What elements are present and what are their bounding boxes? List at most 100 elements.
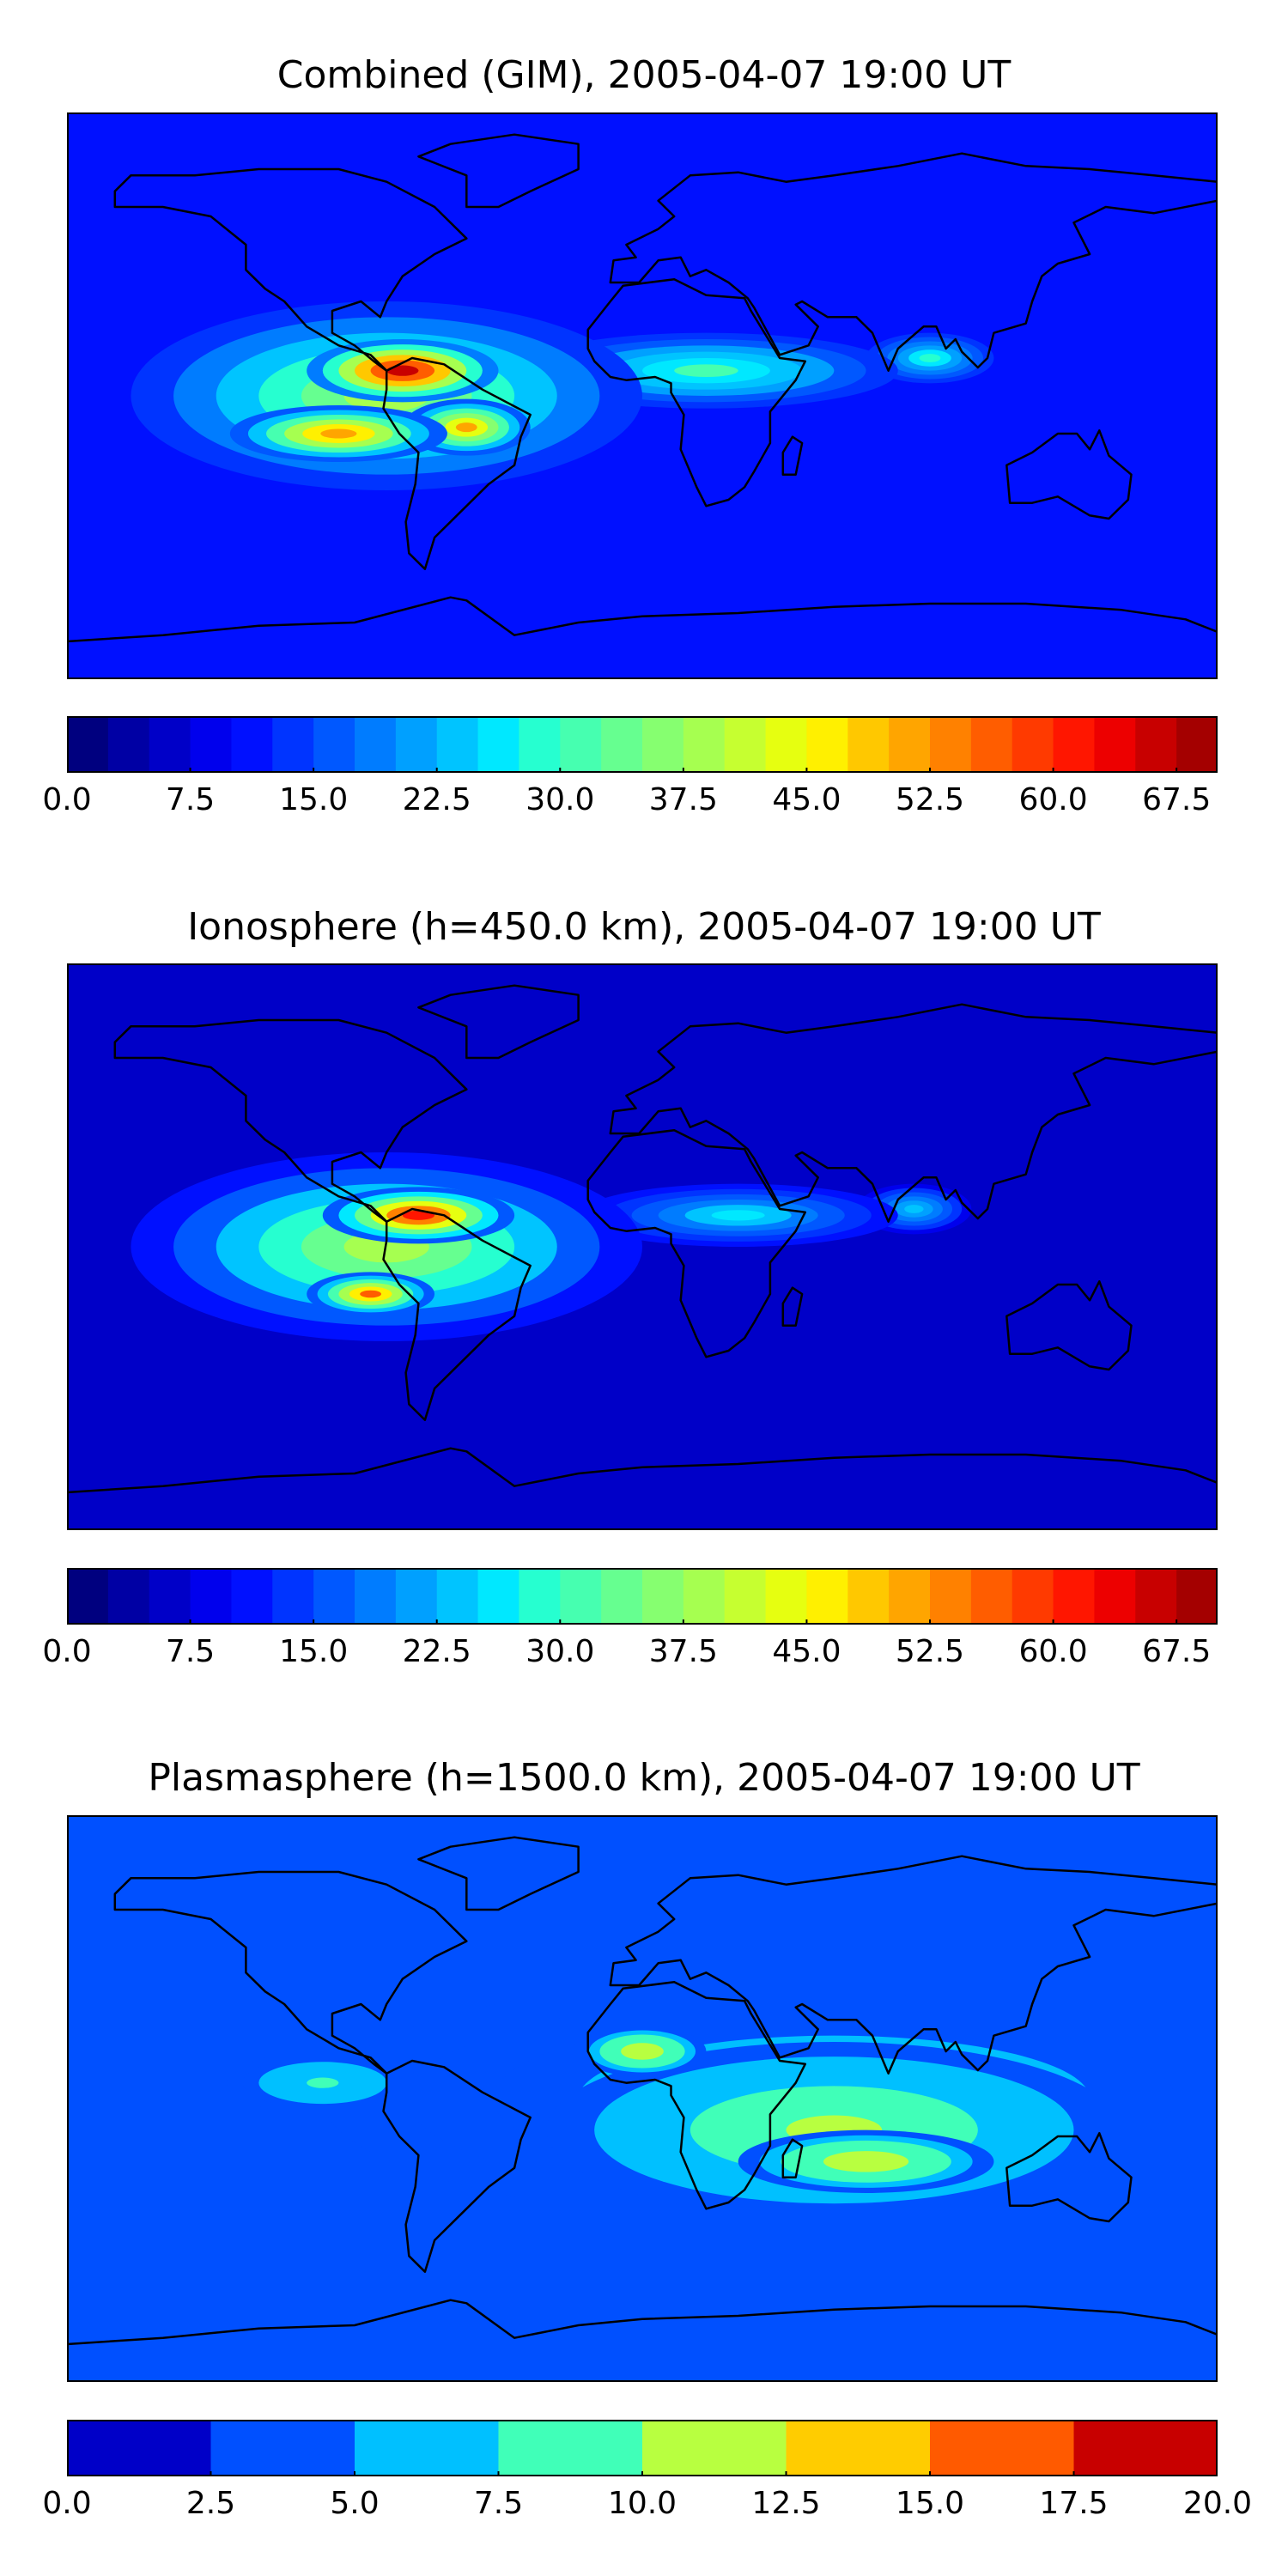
coastline-australia [1005, 429, 1133, 520]
colorbar-border [67, 1568, 1218, 1625]
colorbar-level-swatch [930, 2420, 1075, 2476]
colorbar-level-swatch [272, 1568, 314, 1625]
contour-region [631, 2047, 653, 2056]
colorbar-level-swatch [1053, 1568, 1096, 1625]
colorbar-tick-label: 20.0 [1182, 2486, 1253, 2521]
colorbar-level-swatch [149, 1568, 191, 1625]
contour-region [360, 1290, 382, 1298]
colorbar-level-swatch [786, 2420, 931, 2476]
coastline-greenland [417, 1836, 580, 1911]
colorbar-combined [67, 716, 1218, 773]
colorbar-level-swatch [107, 1568, 150, 1625]
colorbar-level-swatch [1094, 1568, 1136, 1625]
colorbar-level-swatch [67, 2420, 212, 2476]
colorbar-level-swatch [806, 1568, 848, 1625]
coastline-madagascar [781, 2138, 804, 2178]
panel-title-plasmasphere: Plasmasphere (h=1500.0 km), 2005-04-07 1… [148, 1756, 1140, 1800]
colorbar-level-swatch [930, 716, 972, 773]
colorbar-level-swatch [477, 1568, 520, 1625]
colorbar-level-swatch [436, 716, 479, 773]
coastline-europe-asia [609, 152, 1218, 372]
colorbar-level-swatch [601, 1568, 643, 1625]
colorbar-tick-label: 60.0 [1018, 1634, 1088, 1669]
colorbar-level-swatch [519, 716, 561, 773]
colorbar-tick-label: 22.5 [402, 782, 471, 817]
colorbar-tick-label: 0.0 [42, 2486, 92, 2521]
contour-region [844, 2156, 888, 2167]
colorbar-level-swatch [107, 716, 150, 773]
coastline-south-america [382, 2059, 532, 2273]
colorbar-tick-label: 60.0 [1018, 782, 1088, 817]
colorbar-level-swatch [210, 2420, 355, 2476]
colorbar-level-swatch [683, 1568, 726, 1625]
colorbar-level-swatch [1135, 1568, 1177, 1625]
coastline-africa [586, 278, 807, 507]
colorbar-level-swatch [272, 716, 314, 773]
contour-region [711, 1210, 765, 1221]
colorbar-tick-label: 10.0 [607, 2486, 677, 2521]
coastline-greenland [417, 133, 580, 209]
coastline-south-america [382, 1207, 532, 1421]
colorbar-tick-label: 52.5 [895, 782, 965, 817]
colorbar-level-swatch [519, 1568, 561, 1625]
colorbar-level-swatch [67, 1568, 109, 1625]
coastline-australia [1005, 2132, 1133, 2223]
map-plasmasphere [67, 1815, 1218, 2382]
colorbar-level-swatch [724, 716, 767, 773]
colorbar-level-swatch [231, 1568, 273, 1625]
map-border [67, 1815, 1218, 2382]
colorbar-ionosphere [67, 1568, 1218, 1625]
contour-region [307, 2077, 339, 2088]
panel-title-combined: Combined (GIM), 2005-04-07 19:00 UT [276, 53, 1012, 97]
colorbar-tick-label: 30.0 [526, 782, 595, 817]
colorbar-level-swatch [560, 716, 602, 773]
colorbar-level-swatch [231, 716, 273, 773]
colorbar-tick-label: 2.5 [185, 2486, 236, 2521]
colorbar-plasmasphere [67, 2420, 1218, 2476]
colorbar-level-swatch [601, 716, 643, 773]
colorbar-tick-label: 0.0 [42, 782, 92, 817]
colorbar-level-swatch [642, 1568, 684, 1625]
colorbar-level-swatch [1053, 716, 1096, 773]
colorbar-level-swatch [149, 716, 191, 773]
colorbar-level-swatch [1176, 716, 1218, 773]
colorbar-level-swatch [765, 1568, 808, 1625]
colorbar-tick-label: 15.0 [895, 2486, 965, 2521]
colorbar-level-swatch [313, 716, 355, 773]
colorbar-level-swatch [355, 1568, 397, 1625]
coastline-australia [1005, 1280, 1133, 1371]
colorbar-level-swatch [848, 716, 890, 773]
map-border [67, 112, 1218, 679]
colorbar-tick-label: 15.0 [279, 782, 349, 817]
colorbar-level-swatch [1012, 716, 1054, 773]
colorbar-level-swatch [889, 1568, 931, 1625]
colorbar-level-swatch [395, 1568, 438, 1625]
colorbar-border [67, 716, 1218, 773]
colorbar-level-swatch [724, 1568, 767, 1625]
contour-region [402, 1210, 435, 1220]
colorbar-tick-label: 7.5 [165, 782, 216, 817]
map-ionosphere [67, 963, 1218, 1530]
colorbar-tick-label: 45.0 [772, 1634, 841, 1669]
map-border [67, 963, 1218, 1530]
colorbar-level-swatch [355, 716, 397, 773]
contour-region [674, 364, 738, 377]
contour-region [320, 428, 357, 439]
coastline-greenland [417, 984, 580, 1060]
colorbar-tick-label: 67.5 [1142, 782, 1212, 817]
colorbar-level-swatch [765, 716, 808, 773]
contour-region [919, 354, 941, 362]
coastline-antarctica [67, 596, 1218, 679]
colorbar-level-swatch [970, 716, 1013, 773]
coastline-africa [586, 1129, 807, 1358]
colorbar-tick-label: 37.5 [648, 1634, 718, 1669]
colorbar-tick-label: 15.0 [279, 1634, 349, 1669]
colorbar-level-swatch [190, 716, 233, 773]
colorbar-level-swatch [67, 716, 109, 773]
colorbar-level-swatch [436, 1568, 479, 1625]
coastline-north-america [113, 1018, 468, 1223]
contour-region [386, 365, 419, 376]
colorbar-level-swatch [1073, 2420, 1218, 2476]
colorbar-tick-label: 7.5 [473, 2486, 524, 2521]
colorbar-tick-label: 0.0 [42, 1634, 92, 1669]
